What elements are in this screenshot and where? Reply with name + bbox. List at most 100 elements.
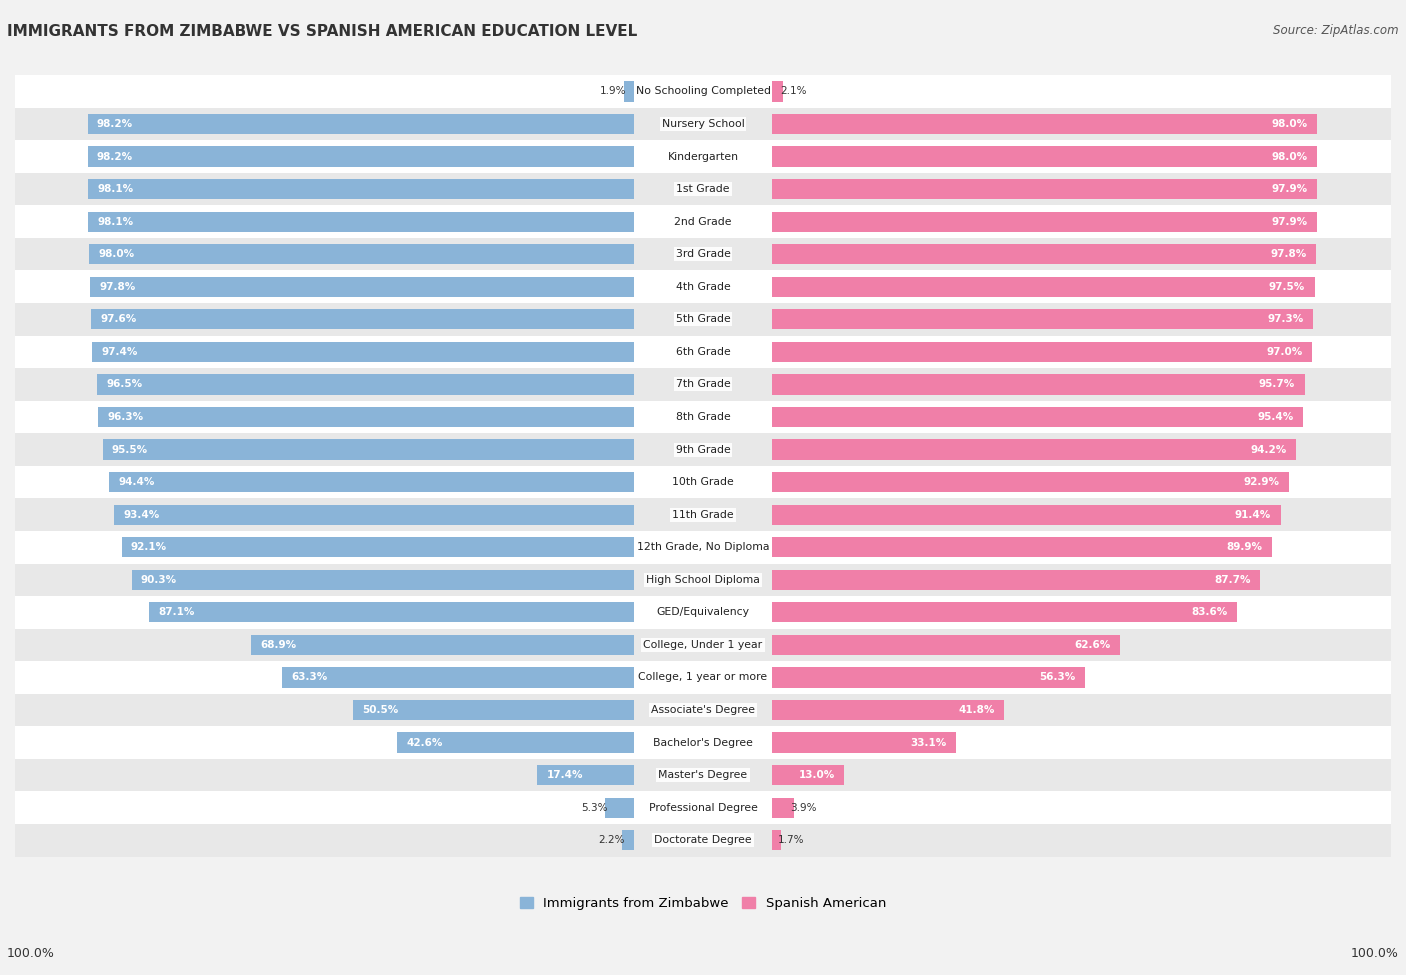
Text: 94.2%: 94.2% — [1250, 445, 1286, 454]
Bar — [15, 564, 1391, 596]
Text: 98.0%: 98.0% — [1272, 119, 1308, 129]
Bar — [15, 466, 1391, 498]
Bar — [772, 81, 783, 101]
Bar — [87, 146, 634, 167]
Bar — [15, 335, 1391, 369]
Text: 97.9%: 97.9% — [1271, 216, 1308, 226]
Text: 98.2%: 98.2% — [97, 119, 134, 129]
Text: GED/Equivalency: GED/Equivalency — [657, 607, 749, 617]
Bar — [15, 531, 1391, 564]
Bar — [15, 824, 1391, 856]
Text: 87.1%: 87.1% — [159, 607, 195, 617]
Bar — [772, 830, 782, 850]
Bar — [772, 700, 1004, 721]
Text: 5th Grade: 5th Grade — [676, 314, 730, 325]
Text: 98.1%: 98.1% — [97, 184, 134, 194]
Text: College, Under 1 year: College, Under 1 year — [644, 640, 762, 650]
Text: High School Diploma: High School Diploma — [647, 575, 759, 585]
Bar — [772, 798, 793, 818]
Bar — [90, 277, 634, 296]
Bar — [89, 212, 634, 232]
Text: Professional Degree: Professional Degree — [648, 802, 758, 813]
Bar — [605, 798, 634, 818]
Text: 100.0%: 100.0% — [7, 947, 55, 960]
Bar — [621, 830, 634, 850]
Bar — [772, 569, 1260, 590]
Text: 87.7%: 87.7% — [1215, 575, 1250, 585]
Bar — [114, 505, 634, 525]
Bar — [15, 140, 1391, 173]
Bar — [15, 433, 1391, 466]
Text: 1st Grade: 1st Grade — [676, 184, 730, 194]
Text: 2.2%: 2.2% — [599, 836, 626, 845]
Text: 97.0%: 97.0% — [1267, 347, 1302, 357]
Text: 97.8%: 97.8% — [1271, 250, 1306, 259]
Bar — [15, 107, 1391, 140]
Text: 92.1%: 92.1% — [131, 542, 167, 552]
Text: 90.3%: 90.3% — [141, 575, 177, 585]
Text: 95.7%: 95.7% — [1258, 379, 1295, 389]
Bar — [97, 374, 634, 395]
Bar — [772, 440, 1296, 459]
Text: IMMIGRANTS FROM ZIMBABWE VS SPANISH AMERICAN EDUCATION LEVEL: IMMIGRANTS FROM ZIMBABWE VS SPANISH AMER… — [7, 24, 637, 39]
Bar — [772, 244, 1316, 264]
Bar — [15, 206, 1391, 238]
Text: Kindergarten: Kindergarten — [668, 151, 738, 162]
Bar — [108, 472, 634, 492]
Text: 95.4%: 95.4% — [1257, 412, 1294, 422]
Text: 11th Grade: 11th Grade — [672, 510, 734, 520]
Text: 97.6%: 97.6% — [100, 314, 136, 325]
Text: 93.4%: 93.4% — [124, 510, 160, 520]
Bar — [772, 603, 1237, 622]
Bar — [772, 635, 1121, 655]
Bar — [87, 114, 634, 135]
Text: 4th Grade: 4th Grade — [676, 282, 730, 292]
Bar — [103, 440, 634, 459]
Bar — [15, 694, 1391, 726]
Bar — [91, 309, 634, 330]
Text: 6th Grade: 6th Grade — [676, 347, 730, 357]
Text: 5.3%: 5.3% — [581, 802, 607, 813]
Bar — [89, 179, 634, 199]
Text: 62.6%: 62.6% — [1074, 640, 1111, 650]
Bar — [624, 81, 634, 101]
Bar — [396, 732, 634, 753]
Bar — [15, 270, 1391, 303]
Text: 2nd Grade: 2nd Grade — [675, 216, 731, 226]
Bar — [15, 498, 1391, 531]
Bar — [15, 726, 1391, 759]
Text: 3.9%: 3.9% — [790, 802, 817, 813]
Text: Source: ZipAtlas.com: Source: ZipAtlas.com — [1274, 24, 1399, 37]
Bar — [15, 75, 1391, 107]
Bar — [772, 732, 956, 753]
Bar — [772, 407, 1303, 427]
Text: 8th Grade: 8th Grade — [676, 412, 730, 422]
Text: 92.9%: 92.9% — [1243, 477, 1279, 488]
Text: 96.3%: 96.3% — [107, 412, 143, 422]
Bar — [772, 114, 1317, 135]
Text: 98.2%: 98.2% — [97, 151, 134, 162]
Text: 50.5%: 50.5% — [363, 705, 399, 715]
Bar — [132, 569, 634, 590]
Text: 9th Grade: 9th Grade — [676, 445, 730, 454]
Bar — [772, 342, 1312, 362]
Text: No Schooling Completed: No Schooling Completed — [636, 87, 770, 97]
Text: 63.3%: 63.3% — [291, 673, 328, 682]
Bar — [15, 303, 1391, 335]
Text: 89.9%: 89.9% — [1227, 542, 1263, 552]
Bar — [772, 277, 1315, 296]
Text: 1.9%: 1.9% — [600, 87, 627, 97]
Bar — [15, 596, 1391, 629]
Bar — [98, 407, 634, 427]
Text: 1.7%: 1.7% — [778, 836, 804, 845]
Bar — [772, 179, 1317, 199]
Text: 97.4%: 97.4% — [101, 347, 138, 357]
Text: 97.5%: 97.5% — [1268, 282, 1305, 292]
Bar — [15, 629, 1391, 661]
Text: 13.0%: 13.0% — [799, 770, 835, 780]
Text: 83.6%: 83.6% — [1191, 607, 1227, 617]
Bar — [250, 635, 634, 655]
Text: 97.9%: 97.9% — [1271, 184, 1308, 194]
Text: 2.1%: 2.1% — [780, 87, 807, 97]
Text: 33.1%: 33.1% — [911, 737, 946, 748]
